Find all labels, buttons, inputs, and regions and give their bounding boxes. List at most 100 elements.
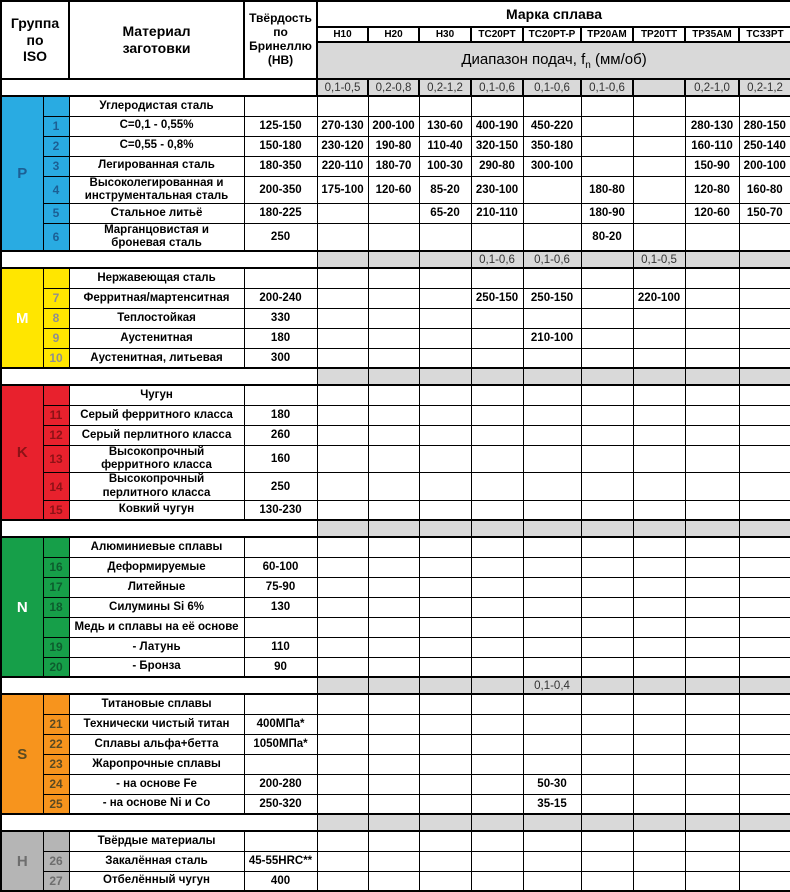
material-cell: Аустенитная, литьевая <box>68 347 245 369</box>
cutting-speed-cell <box>522 753 582 775</box>
row-number <box>42 384 70 406</box>
cutting-speed-cell <box>684 733 740 755</box>
cutting-speed-cell <box>738 733 790 755</box>
cutting-speed-cell <box>367 499 420 521</box>
cutting-speed-cell <box>367 404 420 426</box>
cutting-speed-cell <box>418 773 472 795</box>
cutting-speed-cell <box>580 636 634 658</box>
material-cell: C=0,55 - 0,8% <box>68 135 245 157</box>
row-number: 23 <box>42 753 70 775</box>
cutting-speed-cell <box>418 327 472 349</box>
cutting-speed-cell <box>580 773 634 795</box>
cutting-speed-cell <box>580 347 634 369</box>
material-cell: Легированная сталь <box>68 155 245 177</box>
cutting-speed-cell: 120-60 <box>367 175 420 204</box>
cutting-speed-cell <box>418 616 472 638</box>
material-subheader-cell: Углеродистая сталь <box>68 95 245 117</box>
hardness-cell <box>243 753 318 775</box>
table-row: H Твёрдые материалы <box>0 830 790 892</box>
cutting-speed-cell <box>418 576 472 598</box>
cutting-speed-cell <box>738 616 790 638</box>
separator-feed-cell <box>580 813 634 833</box>
separator-feed-cell <box>632 367 686 387</box>
header-row-title: Группа по ISO Материал заготовки Твёрдос… <box>0 0 790 80</box>
cutting-speed-cell <box>738 656 790 678</box>
cutting-speed-cell <box>632 444 686 474</box>
cutting-speed-cell: 110-40 <box>418 135 472 157</box>
cutting-speed-cell <box>580 307 634 329</box>
cutting-speed-cell <box>632 202 686 224</box>
feed-range-value: 0,1-0,5 <box>316 78 370 97</box>
cutting-speed-cell <box>367 693 420 715</box>
row-number: 26 <box>42 850 70 872</box>
table-row: 27 Отбелённый чугун 400 <box>1 870 790 892</box>
hardness-cell: 130-230 <box>243 499 318 521</box>
separator-feed-cell <box>738 676 790 696</box>
cutting-speed-cell <box>418 404 472 426</box>
cutting-speed-cell: 300-100 <box>522 155 582 177</box>
separator-feed-cell <box>684 813 740 833</box>
separator-feed-cell <box>580 676 634 696</box>
table-row: 12 Серый перлитного класса 260 <box>1 424 790 446</box>
cutting-speed-cell: 180-70 <box>367 155 420 177</box>
cutting-speed-cell <box>684 713 740 735</box>
cutting-speed-cell <box>522 499 582 521</box>
cutting-speed-cell <box>522 175 582 204</box>
cutting-speed-cell <box>470 444 524 474</box>
cutting-speed-cell <box>738 576 790 598</box>
cutting-speed-cell <box>418 536 472 558</box>
cutting-speed-cell <box>418 850 472 872</box>
feed-range-value: 0,1-0,6 <box>580 78 635 97</box>
cutting-speed-cell <box>418 472 472 501</box>
cutting-speed-cell <box>418 222 472 252</box>
cutting-speed-cell <box>522 850 582 872</box>
cutting-speed-cell <box>580 576 634 598</box>
material-subheader-cell: Медь и сплавы на её основе <box>68 616 245 638</box>
row-number <box>42 267 70 289</box>
alloy-grade-title: Марка сплава <box>316 0 790 28</box>
hardness-cell: 200-280 <box>243 773 318 795</box>
cutting-speed-cell <box>580 596 634 618</box>
header-row-feed-title: Диапазон подач, fn (мм/об) <box>1 41 790 80</box>
separator-feed-cell <box>580 250 634 270</box>
alloy-column-header: TP20AM <box>580 26 635 43</box>
cutting-speed-cell <box>632 175 686 204</box>
iso-group-letter: N <box>0 536 44 678</box>
group-separator-row <box>0 813 790 833</box>
cutting-speed-cell <box>684 753 740 775</box>
cutting-speed-cell <box>316 287 369 309</box>
cutting-speed-cell <box>684 499 740 521</box>
cutting-speed-cell <box>632 830 686 852</box>
cutting-speed-cell <box>367 773 420 795</box>
hardness-cell: 180 <box>243 404 318 426</box>
separator-feed-cell <box>367 367 420 387</box>
separator-feed-cell <box>418 519 472 539</box>
cutting-speed-cell <box>684 693 740 715</box>
row-number: 18 <box>42 596 70 618</box>
material-cell: Отбелённый чугун <box>68 870 245 892</box>
cutting-speed-cell <box>580 556 634 578</box>
cutting-speed-cell <box>418 307 472 329</box>
cutting-speed-cell <box>580 444 634 474</box>
cutting-speed-cell <box>418 556 472 578</box>
group-separator-row <box>0 519 790 539</box>
cutting-speed-cell: 350-180 <box>522 135 582 157</box>
cutting-speed-cell <box>367 870 420 892</box>
cutting-speed-cell <box>632 135 686 157</box>
alloy-column-header: TP35AM <box>684 26 741 43</box>
cutting-speed-cell: 190-80 <box>367 135 420 157</box>
row-number: 9 <box>42 327 70 349</box>
cutting-speed-cell <box>316 444 369 474</box>
cutting-speed-cell <box>632 733 686 755</box>
separator-feed-cell <box>418 250 472 270</box>
table-row: 2 C=0,55 - 0,8% 150-180 230-120 190-80 110-40… <box>1 135 790 157</box>
cutting-speed-cell <box>418 870 472 892</box>
cutting-speed-cell <box>367 793 420 815</box>
separator-left-spacer <box>0 519 318 539</box>
cutting-speed-cell <box>580 95 634 117</box>
cutting-speed-cell <box>418 753 472 775</box>
cutting-speed-cell <box>632 773 686 795</box>
feed-range-value: 0,2-1,2 <box>738 78 790 97</box>
group-separator-row <box>0 367 790 387</box>
